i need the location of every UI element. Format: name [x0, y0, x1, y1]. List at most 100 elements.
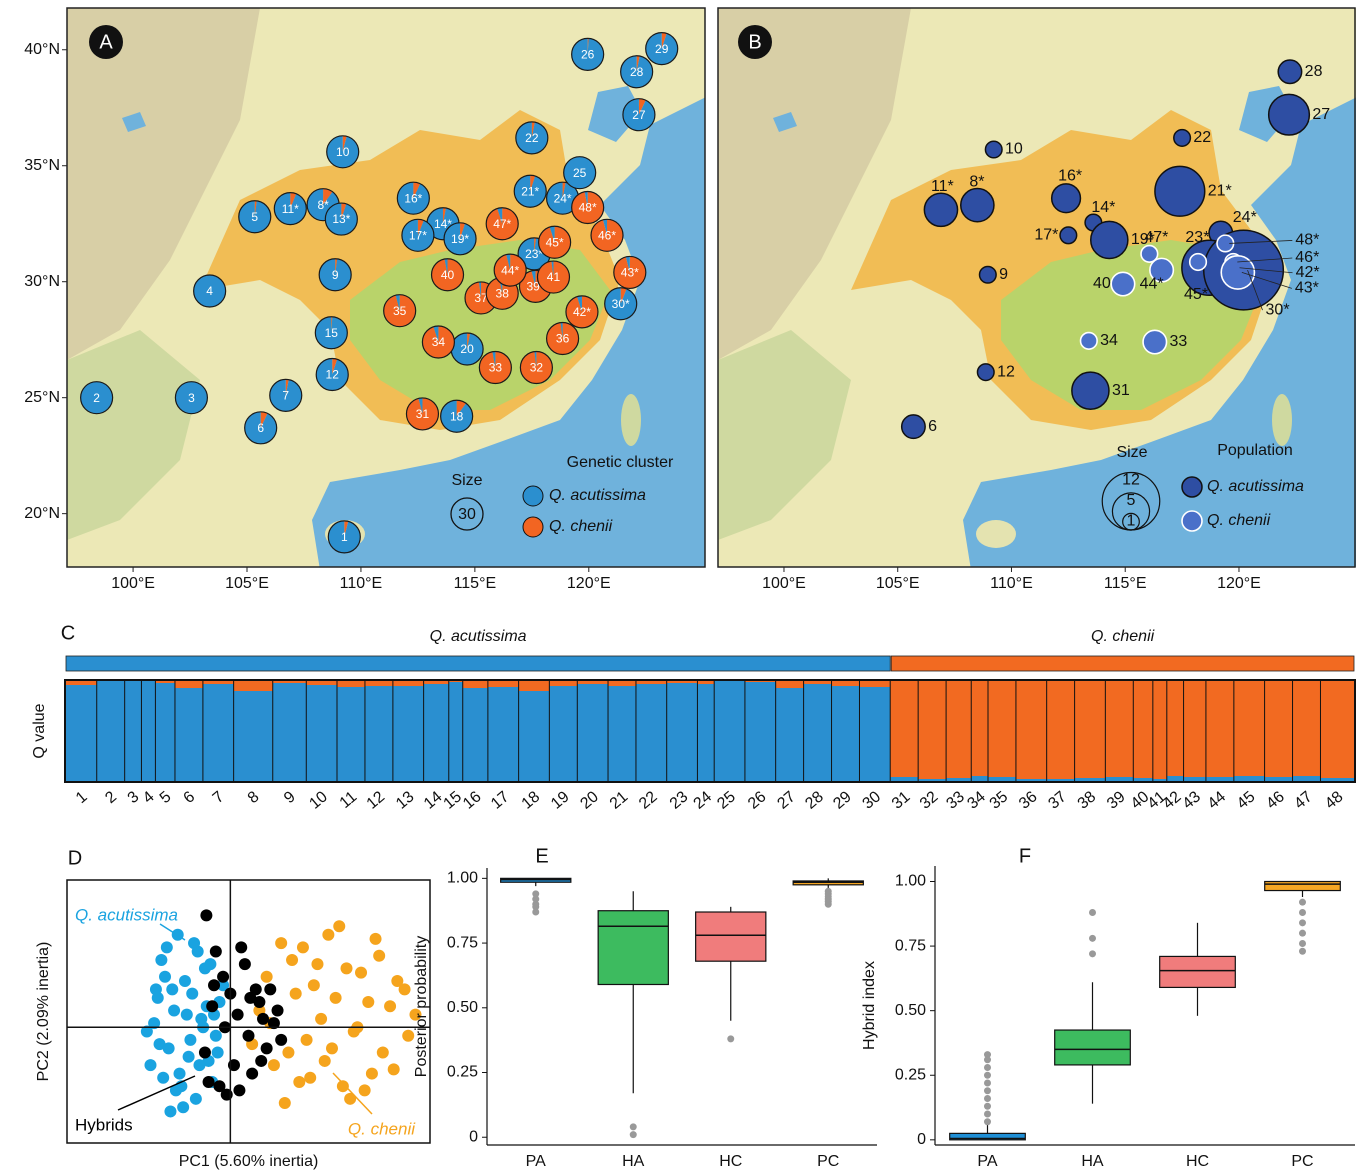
x-tick-label: 30 [860, 788, 885, 813]
bar-segment [203, 681, 234, 684]
bar-segment [155, 681, 175, 683]
bar-segment [697, 684, 714, 781]
bar-segment [1167, 681, 1184, 776]
bar-segment [1133, 681, 1153, 778]
bar-segment [988, 681, 1016, 777]
x-tick-label: PC [817, 1153, 839, 1170]
population-label: 43* [1295, 280, 1319, 297]
x-tick-label: 1 [73, 788, 91, 807]
x-tick-label: 21 [607, 788, 632, 813]
point [157, 1072, 169, 1084]
population-label: 47* [1144, 229, 1168, 246]
bar-segment [1153, 779, 1167, 781]
bar-segment [1234, 776, 1265, 781]
x-tick-label: 32 [917, 788, 942, 813]
legend-marker [1182, 511, 1202, 531]
legend-label: Q. chenii [549, 518, 613, 535]
point [186, 988, 198, 1000]
y-axis-label: Q value [31, 703, 48, 758]
bar-segment [365, 681, 393, 686]
legend-title: Genetic cluster [567, 454, 674, 471]
x-tick-label: 25 [714, 788, 739, 813]
bar-segment [393, 681, 424, 686]
x-tick-label: 28 [802, 788, 827, 813]
x-tick-label: PA [977, 1153, 997, 1170]
point [282, 1047, 294, 1059]
x-tick-label: 17 [488, 788, 513, 813]
x-tick-label: 23 [667, 788, 692, 813]
population-label: 2 [93, 391, 100, 405]
x-tick-label: HA [622, 1153, 645, 1170]
y-tick-label: 25°N [24, 389, 60, 406]
point [204, 958, 216, 970]
x-tick-label: PA [526, 1153, 546, 1170]
point [164, 1105, 176, 1117]
bar-segment [393, 686, 424, 781]
point [261, 971, 273, 983]
population-label: 27 [632, 108, 646, 122]
legend-marker [523, 486, 543, 506]
outlier [1299, 909, 1306, 916]
panel-label: C [61, 622, 75, 644]
point [275, 1034, 287, 1046]
point [275, 937, 287, 949]
x-tick-label: 44 [1205, 788, 1230, 813]
point [239, 958, 251, 970]
size-legend-label: 1 [1127, 513, 1136, 530]
population-label: 22 [1193, 129, 1211, 146]
bar-segment [1184, 777, 1206, 781]
point [246, 1068, 258, 1080]
point [199, 1047, 211, 1059]
bar-segment [1153, 681, 1167, 779]
bar-segment [66, 685, 97, 781]
point [235, 941, 247, 953]
population-label: 44* [501, 263, 519, 277]
outlier [1089, 909, 1096, 916]
population-label: 17* [1034, 227, 1058, 244]
bar-segment [859, 681, 890, 687]
bar-segment [1047, 681, 1075, 779]
point [286, 954, 298, 966]
group-bar [891, 656, 1354, 671]
point [244, 992, 256, 1004]
x-tick-label: 16 [460, 788, 485, 813]
population-label: 43* [621, 266, 639, 280]
point [200, 909, 212, 921]
y-tick-label: 0.75 [895, 937, 926, 954]
bar-segment [890, 681, 918, 777]
x-tick-label: 36 [1016, 788, 1041, 813]
point [233, 1084, 245, 1096]
bar-segment [365, 686, 393, 781]
bubble [1052, 184, 1081, 213]
x-tick-label: 38 [1075, 788, 1100, 813]
bar-segment [1016, 779, 1047, 781]
annotation: Q. chenii [348, 1119, 416, 1138]
outlier [727, 1035, 734, 1042]
bar-segment [1293, 776, 1321, 781]
population-label: 26 [581, 48, 595, 62]
population-label: 11* [282, 202, 299, 216]
bubble [1111, 272, 1134, 295]
population-label: 10 [1005, 141, 1023, 158]
x-tick-label: 48 [1322, 788, 1347, 813]
box [696, 912, 766, 961]
population-label: 47* [493, 217, 511, 231]
point [144, 1059, 156, 1071]
x-tick-label: 31 [889, 788, 914, 813]
point [184, 1034, 196, 1046]
x-tick-label: 115°E [454, 575, 497, 592]
bar-segment [1075, 681, 1106, 778]
bar-segment [97, 681, 125, 781]
population-label: 31 [416, 407, 430, 421]
x-tick-label: 6 [180, 788, 198, 807]
bar-segment [175, 681, 203, 688]
point [319, 1055, 331, 1067]
y-tick-label: 35°N [24, 157, 60, 174]
x-tick-label: 105°E [876, 575, 920, 592]
point [261, 1042, 273, 1054]
bar-segment [1265, 681, 1293, 777]
bar-segment [125, 681, 142, 781]
x-tick-label: 46 [1263, 788, 1288, 813]
bar-segment [714, 681, 745, 781]
bar-segment [424, 681, 449, 684]
